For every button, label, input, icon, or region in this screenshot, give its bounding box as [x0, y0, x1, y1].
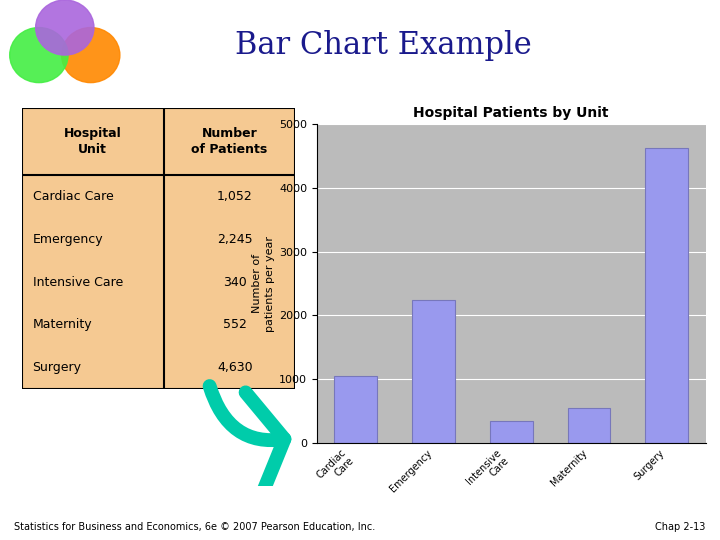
Text: Chap 2-13: Chap 2-13 — [655, 522, 706, 532]
Bar — [335, 376, 377, 443]
Ellipse shape — [61, 28, 120, 83]
Y-axis label: Number of
patients per year: Number of patients per year — [251, 235, 275, 332]
FancyArrowPatch shape — [210, 386, 284, 495]
Text: Statistics for Business and Economics, 6e © 2007 Pearson Education, Inc.: Statistics for Business and Economics, 6… — [14, 522, 376, 532]
Title: Hospital Patients by Unit: Hospital Patients by Unit — [413, 106, 609, 120]
Text: Bar Chart Example: Bar Chart Example — [235, 30, 532, 62]
Text: 340: 340 — [223, 275, 247, 288]
Bar — [412, 300, 455, 443]
Text: Surgery: Surgery — [32, 361, 81, 374]
FancyBboxPatch shape — [22, 108, 295, 389]
Ellipse shape — [36, 0, 94, 55]
Text: Emergency: Emergency — [32, 233, 103, 246]
Text: Hospital
Unit: Hospital Unit — [64, 127, 122, 156]
Text: Intensive Care: Intensive Care — [32, 275, 123, 288]
Text: 2,245: 2,245 — [217, 233, 253, 246]
Text: Number
of Patients: Number of Patients — [192, 127, 268, 156]
Text: 4,630: 4,630 — [217, 361, 253, 374]
Text: Maternity: Maternity — [32, 318, 92, 331]
Ellipse shape — [9, 28, 68, 83]
Text: Cardiac Care: Cardiac Care — [32, 190, 113, 203]
Bar — [567, 408, 611, 443]
Bar — [490, 421, 533, 443]
Text: 1,052: 1,052 — [217, 190, 253, 203]
Text: 552: 552 — [223, 318, 247, 331]
Bar — [645, 148, 688, 443]
